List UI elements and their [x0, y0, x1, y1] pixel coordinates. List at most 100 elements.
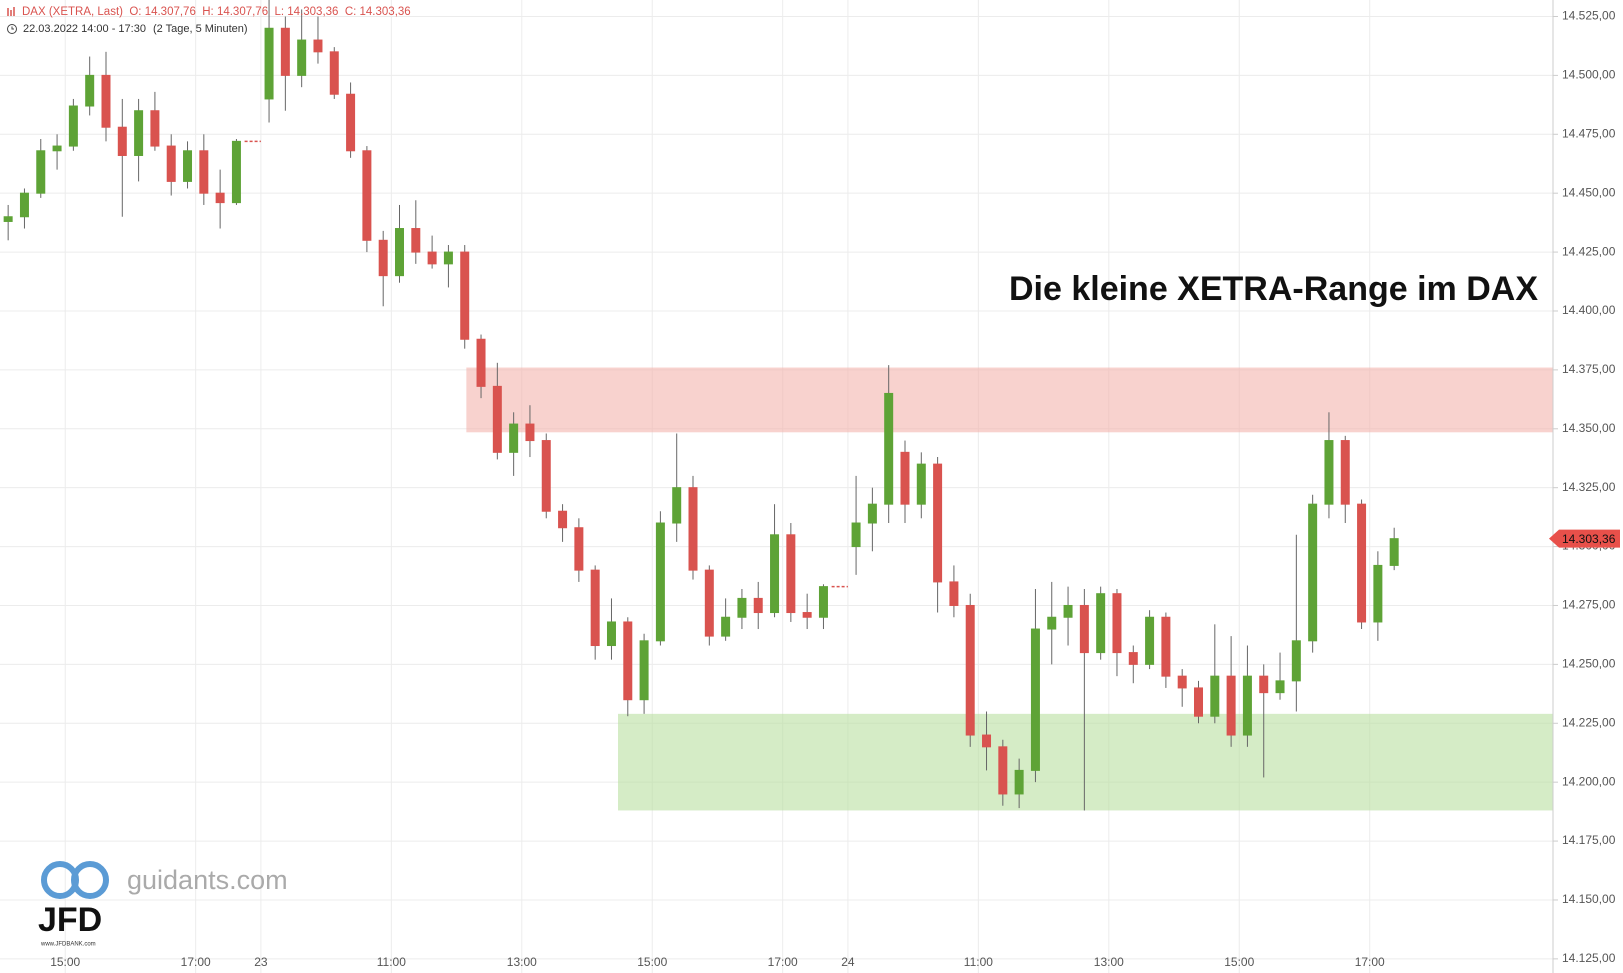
candle-body [411, 228, 421, 253]
y-tick-label: 14.275,00 [1562, 598, 1616, 612]
watermark-site: guidants.com [127, 865, 288, 895]
candle-body [443, 251, 453, 265]
watermark: guidants.com JFD www.JFDBANK.com [38, 861, 288, 948]
candle-body [19, 192, 29, 218]
y-tick-label: 14.525,00 [1562, 9, 1616, 23]
x-tick-label: 24 [841, 955, 855, 969]
candle-body [1161, 616, 1171, 677]
range-zone [466, 367, 1553, 433]
watermark-url: www.JFDBANK.com [40, 942, 96, 948]
y-tick-label: 14.175,00 [1562, 833, 1616, 847]
candle-body [427, 251, 437, 265]
candle-body [704, 569, 714, 637]
clock-hands [11, 26, 14, 30]
candles [3, 0, 1399, 811]
candle-body [916, 463, 926, 505]
x-tick-label: 17:00 [768, 955, 798, 969]
x-tick-label: 15:00 [1224, 955, 1254, 969]
candle-body [460, 251, 470, 340]
candle-body [492, 385, 502, 453]
x-tick-label: 11:00 [964, 955, 993, 969]
x-tick-label: 23 [254, 955, 268, 969]
candle-body [1259, 675, 1269, 694]
candle-body [1357, 503, 1367, 623]
candle-body [965, 604, 975, 736]
candle-body [623, 621, 633, 701]
candle-body [395, 228, 405, 277]
candle-body [1308, 503, 1318, 642]
y-tick-label: 14.125,00 [1562, 951, 1616, 965]
candle-body [884, 392, 894, 505]
candle-body [982, 734, 992, 748]
candle-body [1145, 616, 1155, 665]
last-price-tag [1549, 529, 1620, 548]
y-tick-label: 14.250,00 [1562, 657, 1616, 671]
candle-body [231, 140, 241, 204]
period: 22.03.2022 14:00 - 17:30 [23, 23, 146, 35]
range-zone [618, 713, 1553, 811]
grid [0, 0, 1553, 973]
candle-body [1112, 593, 1122, 654]
candle-body [851, 522, 861, 548]
candle-body [802, 612, 812, 618]
candle-body [949, 581, 959, 606]
candle-body [1128, 652, 1138, 665]
candle-body [558, 510, 568, 529]
candle-body [688, 487, 698, 571]
candle-body [378, 239, 388, 277]
candle-body [134, 110, 144, 156]
candle-body [1242, 675, 1252, 736]
y-tick-label: 14.200,00 [1562, 774, 1616, 788]
candle-body [101, 74, 111, 128]
axes: 14.125,00 14.150,00 14.175,00 14.200,00 14.2… [50, 9, 1620, 969]
y-tick-label: 14.350,00 [1562, 421, 1616, 435]
y-tick-label: 14.400,00 [1562, 303, 1616, 317]
x-tick-label: 15:00 [637, 955, 667, 969]
candle-body [150, 110, 160, 147]
candle-body [362, 150, 372, 241]
candle-body [1324, 440, 1334, 505]
candle-body [1210, 675, 1220, 717]
y-tick-label: 14.500,00 [1562, 68, 1616, 82]
candle-body [1047, 616, 1057, 630]
candle-body [574, 527, 584, 571]
clock-icon [7, 24, 17, 34]
logo-ring [71, 861, 109, 899]
candle-body [721, 616, 731, 637]
candle-body [199, 150, 209, 194]
span: (2 Tage, 5 Minuten) [153, 23, 248, 35]
candle-body [313, 39, 323, 53]
candle-body [737, 597, 747, 618]
candle-body [52, 145, 62, 152]
candle-body [770, 534, 780, 614]
candle-body [1014, 769, 1024, 795]
y-tick-label: 14.225,00 [1562, 715, 1616, 729]
candle-body [1373, 564, 1383, 623]
x-tick-label: 17:00 [181, 955, 211, 969]
candle-body [280, 27, 290, 76]
candle-body [68, 105, 78, 147]
candle-body [606, 621, 616, 647]
candle-body [1389, 538, 1399, 566]
candle-body [639, 640, 649, 701]
candle-body [1030, 628, 1040, 771]
candle-body [900, 451, 910, 505]
candle-body [672, 487, 682, 524]
candle-body [525, 423, 535, 442]
candle-body [346, 93, 356, 152]
candle-body [753, 597, 763, 614]
candle-body [166, 145, 176, 182]
candle-body [264, 27, 274, 100]
candle-body [590, 569, 600, 647]
candle-body [1340, 440, 1350, 505]
header: DAX (XETRA, Last) O: 14.307,76 H: 14.307… [22, 6, 411, 18]
zones [466, 367, 1553, 811]
candle-body [818, 586, 828, 618]
y-tick-label: 14.475,00 [1562, 126, 1616, 140]
y-tick-label: 14.425,00 [1562, 244, 1616, 258]
candle-body [476, 338, 486, 387]
candle-body [3, 216, 13, 222]
header-icon [7, 7, 15, 16]
